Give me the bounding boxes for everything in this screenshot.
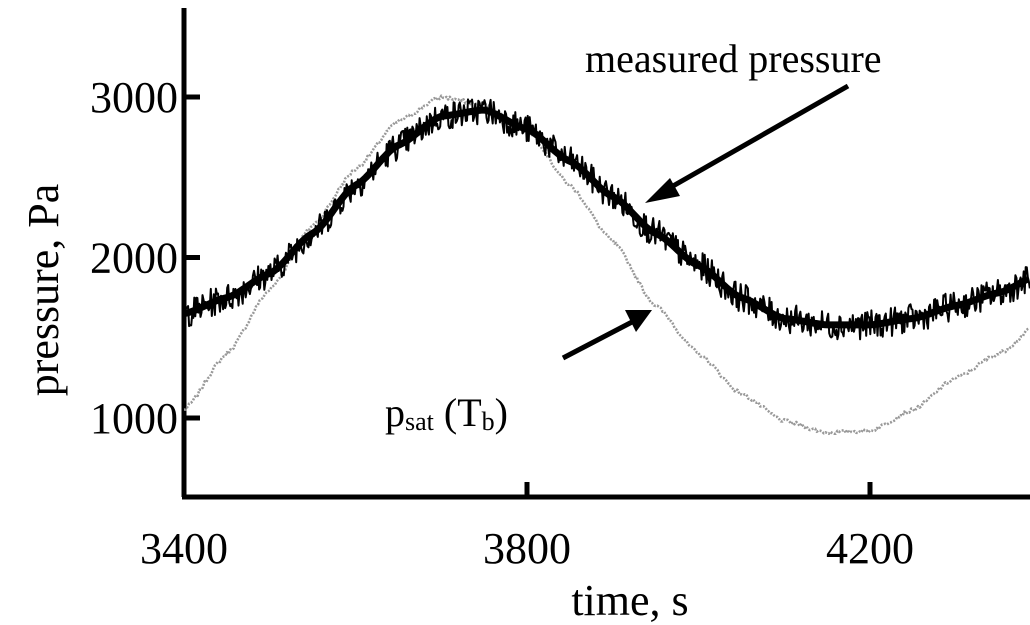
y-tick-label: 3000	[90, 73, 178, 122]
x-axis-title: time, s	[571, 576, 688, 625]
measured-pressure-arrowhead	[645, 178, 680, 203]
x-tick-label: 4200	[826, 524, 914, 573]
measured-pressure-series-line	[183, 98, 1030, 341]
series-layer	[183, 94, 1030, 436]
measured-pressure-annotation: measured pressure	[585, 36, 882, 81]
psat-arrowhead	[625, 310, 652, 332]
measured-pressure-series-core	[183, 106, 1030, 329]
psat-annotation: psat (Tb)	[385, 390, 508, 436]
x-tick-label: 3400	[140, 524, 228, 573]
psat-annotation-end: )	[495, 390, 508, 435]
x-tick-label: 3800	[483, 524, 571, 573]
y-axis-title: pressure, Pa	[19, 184, 68, 397]
psat-annotation-sub2: b	[482, 407, 495, 436]
y-tick-label: 2000	[90, 234, 178, 283]
measured-pressure-arrow-line	[664, 83, 850, 193]
psat-annotation-tail: (T	[434, 390, 482, 435]
x-ticks: 3400 3800 4200	[140, 482, 914, 573]
psat-series-line	[183, 94, 1030, 436]
psat-annotation-main: p	[385, 390, 405, 435]
psat-annotation-sub: sat	[405, 407, 435, 436]
y-ticks: 1000 2000 3000	[90, 73, 200, 443]
y-tick-label: 1000	[90, 394, 178, 443]
psat-arrow-line	[561, 319, 634, 361]
